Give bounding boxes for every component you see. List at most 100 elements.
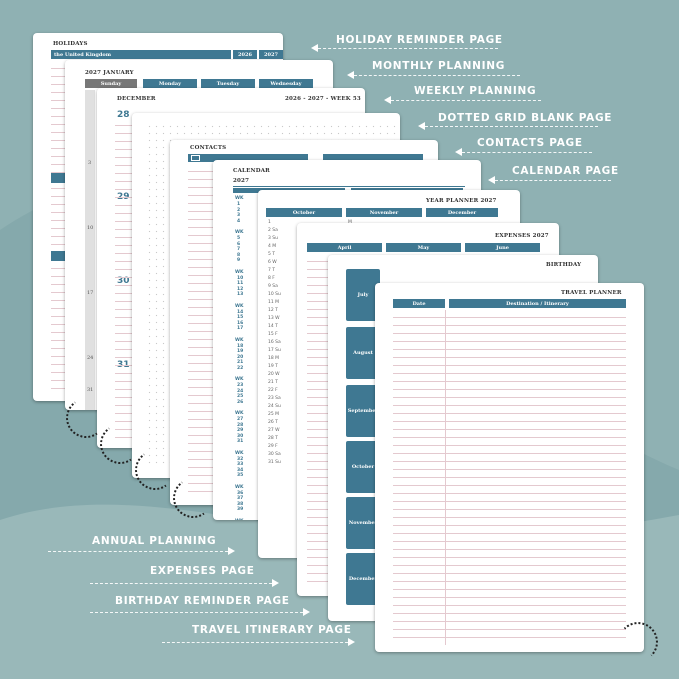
travel-itinerary-page: TRAVEL PLANNER Date Destination / Itiner…: [375, 283, 644, 652]
birthday-month-july: July: [346, 269, 380, 321]
monthly-day-wednesday: Wednesday: [259, 79, 313, 88]
arrow-left-icon: [418, 122, 425, 130]
label-weekly-planning: WEEKLY PLANNING: [414, 85, 537, 97]
label-travel-itinerary-page: TRAVEL ITINERARY PAGE: [192, 624, 352, 636]
contacts-header-2: [323, 154, 423, 162]
calendar-week-number: 23: [237, 383, 244, 388]
holidays-country: the United Kingdom: [54, 51, 111, 58]
calendar-week-number: 39: [237, 507, 244, 512]
year-planner-month-november: November: [346, 208, 422, 217]
arrow-line: [425, 126, 598, 127]
holidays-title: HOLIDAYS: [53, 41, 88, 47]
calendar-week-number: 7: [237, 247, 241, 252]
calendar-year: 2027: [233, 178, 250, 184]
holidays-country-bar: the United Kingdom: [51, 50, 231, 59]
arrow-right-icon: [348, 638, 355, 646]
calendar-week-number: 4: [237, 218, 241, 224]
calendar-wk-header: WK: [235, 337, 244, 343]
expenses-month-april: April: [307, 243, 382, 252]
calendar-week-number: 9: [237, 258, 241, 263]
birthday-title: BIRTHDAY: [546, 262, 582, 268]
calendar-wk-header: WK: [235, 450, 244, 456]
calendar-week-number: 17: [237, 326, 244, 331]
calendar-week-number: 26: [237, 399, 244, 405]
year-planner-month-december: December: [426, 208, 498, 217]
arrow-line: [462, 152, 592, 153]
holidays-year-2027: 2027: [259, 50, 283, 59]
expenses-title: EXPENSES 2027: [495, 233, 549, 239]
calendar-week-number: 22: [237, 365, 244, 371]
weekly-lines: [115, 118, 135, 438]
label-monthly-planning: MONTHLY PLANNING: [372, 60, 506, 72]
arrow-line: [162, 642, 348, 643]
holidays-year-2026: 2026: [233, 50, 257, 59]
contacts-lines: [188, 164, 216, 494]
calendar-wk-header: WK: [235, 484, 244, 490]
label-dotted-grid-page: DOTTED GRID BLANK PAGE: [438, 112, 613, 124]
monthly-date-31: 31: [87, 387, 94, 393]
calendar-week-number: 15: [237, 315, 244, 320]
arrow-left-icon: [488, 176, 495, 184]
calendar-wk-header: WK: [235, 230, 244, 235]
calendar-week-number: 27: [237, 417, 244, 422]
arrow-left-icon: [311, 44, 318, 52]
calendar-wk-header: WK: [235, 377, 244, 382]
calendar-week-number: 6: [237, 241, 241, 247]
calendar-wk-header: WK: [235, 196, 244, 201]
calendar-week-number: 24: [237, 388, 244, 394]
calendar-week-number: 29: [237, 428, 244, 433]
birthday-month-august: August: [346, 327, 380, 379]
label-annual-planning: ANNUAL PLANNING: [92, 535, 217, 547]
calendar-wk-header: WK: [235, 303, 244, 309]
contacts-header-1: [188, 154, 308, 162]
calendar-week-number: 28: [237, 422, 244, 428]
label-holiday-reminder-page: HOLIDAY REMINDER PAGE: [336, 34, 503, 46]
calendar-week-number: 32: [237, 456, 244, 462]
travel-divider: [445, 310, 446, 645]
calendar-rule: [233, 186, 465, 187]
birthday-month-september: September: [346, 385, 380, 437]
year-planner-october-days: 1 2 Sa 3 Su 4 M 5 T 6 W 7 T 8 F 9 Sa 10 …: [268, 220, 281, 465]
travel-column-destination: Destination / Itinerary: [449, 299, 626, 308]
travel-title: TRAVEL PLANNER: [561, 290, 622, 296]
travel-lines: [393, 310, 626, 645]
calendar-week-number: 13: [237, 292, 244, 297]
calendar-week-number: 18: [237, 343, 244, 349]
weekly-date-28: 28: [117, 110, 130, 120]
arrow-line: [90, 583, 272, 584]
calendar-week-number: 21: [237, 360, 244, 365]
birthday-month-december: December: [346, 553, 380, 605]
weekly-title: DECEMBER: [117, 96, 156, 102]
monthly-day-tuesday: Tuesday: [201, 79, 255, 88]
calendar-week-number: 20: [237, 354, 244, 360]
monthly-sunday-column: [85, 90, 95, 410]
calendar-week-number: 3: [237, 213, 241, 218]
calendar-week-number: 25: [237, 394, 244, 399]
calendar-week-number: 31: [237, 439, 244, 444]
arrow-left-icon: [384, 96, 391, 104]
travel-column-date: Date: [393, 299, 445, 308]
calendar-week-number: 35: [237, 473, 244, 478]
arrow-left-icon: [347, 71, 354, 79]
envelope-icon: [191, 155, 200, 161]
birthday-month-october: October: [346, 441, 380, 493]
calendar-week-number: 37: [237, 496, 244, 501]
monthly-day-monday: Monday: [143, 79, 197, 88]
calendar-wk-header: WK: [235, 519, 243, 521]
calendar-week-number: 10: [237, 275, 244, 281]
expenses-month-may: May: [386, 243, 461, 252]
arrow-line: [318, 48, 498, 49]
arrow-line: [48, 551, 228, 552]
birthday-month-november: November: [346, 497, 380, 549]
calendar-week-number: 2: [237, 207, 241, 213]
calendar-week-number: 14: [237, 309, 244, 315]
calendar-week-number: 5: [237, 236, 241, 241]
calendar-week-number: 12: [237, 286, 244, 292]
calendar-week-number: 1: [237, 202, 241, 207]
monthly-date-17: 17: [87, 290, 94, 296]
calendar-week-number: 36: [237, 490, 244, 496]
calendar-week-number: 19: [237, 349, 244, 354]
calendar-week-number: 38: [237, 501, 244, 507]
calendar-week-number: 11: [237, 281, 244, 286]
monthly-day-sunday: Sunday: [85, 79, 137, 88]
